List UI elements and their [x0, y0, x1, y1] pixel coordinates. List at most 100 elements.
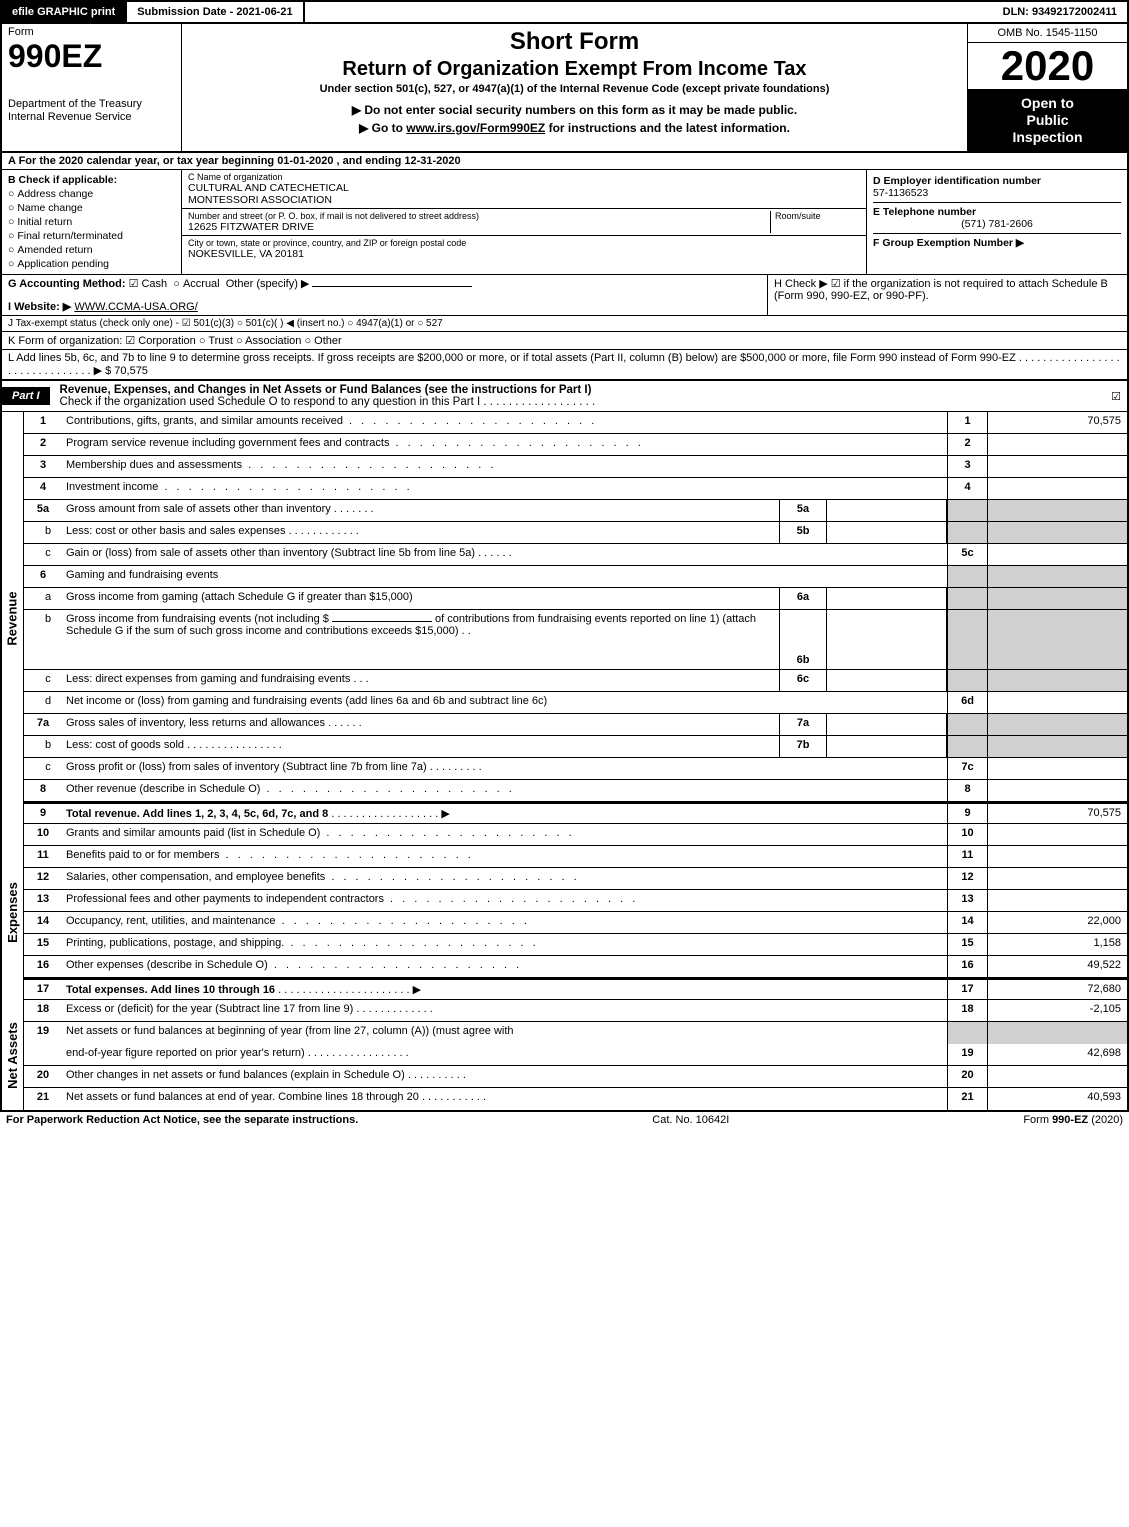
line-10-desc: Grants and similar amounts paid (list in…	[62, 824, 947, 845]
line-5c-desc: Gain or (loss) from sale of assets other…	[62, 544, 947, 565]
instructions-link-row: ▶ Go to www.irs.gov/Form990EZ for instru…	[190, 121, 959, 135]
val-6a	[987, 588, 1127, 609]
org-street: 12625 FITZWATER DRIVE	[188, 221, 770, 233]
rnum-5b	[947, 522, 987, 543]
rnum-14: 14	[947, 912, 987, 933]
val-7a	[987, 714, 1127, 735]
l-val: 70,575	[114, 365, 148, 377]
rnum-19: 19	[947, 1044, 987, 1065]
ival-5a	[827, 500, 947, 521]
c-name-block: C Name of organization CULTURAL AND CATE…	[182, 170, 866, 209]
num-19: 19	[24, 1022, 62, 1044]
part-1-header: Part I Revenue, Expenses, and Changes in…	[2, 380, 1127, 412]
g-cash-check[interactable]: Cash	[129, 278, 168, 290]
submission-date-button[interactable]: Submission Date - 2021-06-21	[127, 2, 304, 22]
num-6c: c	[24, 670, 62, 691]
form-header: Form 990EZ Department of the Treasury In…	[2, 24, 1127, 153]
row-l: L Add lines 5b, 6c, and 7b to line 9 to …	[2, 350, 1127, 380]
num-19b	[24, 1044, 62, 1065]
part-1-checkbox[interactable]: ☑	[1111, 390, 1127, 403]
footer-right: Form 990-EZ (2020)	[1023, 1114, 1123, 1126]
num-6a: a	[24, 588, 62, 609]
val-21: 40,593	[987, 1088, 1127, 1110]
rnum-4: 4	[947, 478, 987, 499]
net-assets-block: Net Assets 18Excess or (deficit) for the…	[2, 1000, 1127, 1110]
num-6b: b	[24, 610, 62, 669]
subtitle: Under section 501(c), 527, or 4947(a)(1)…	[190, 83, 959, 95]
line-11-desc: Benefits paid to or for members	[62, 846, 947, 867]
g-other: Other (specify) ▶	[226, 278, 310, 290]
form-number: 990EZ	[8, 40, 175, 72]
expenses-block: Expenses 10Grants and similar amounts pa…	[2, 824, 1127, 1000]
line-1-desc: Contributions, gifts, grants, and simila…	[62, 412, 947, 433]
num-13: 13	[24, 890, 62, 911]
website-link[interactable]: WWW.CCMA-USA.ORG/	[74, 301, 197, 313]
part-1-tag: Part I	[2, 387, 50, 405]
f-group-block: F Group Exemption Number ▶	[873, 234, 1121, 252]
rnum-6b	[947, 610, 987, 669]
rnum-6a	[947, 588, 987, 609]
val-4	[987, 478, 1127, 499]
val-6d	[987, 692, 1127, 713]
rnum-10: 10	[947, 824, 987, 845]
c-name-label: C Name of organization	[188, 172, 860, 182]
efile-print-button[interactable]: efile GRAPHIC print	[2, 2, 127, 22]
rnum-13: 13	[947, 890, 987, 911]
num-11: 11	[24, 846, 62, 867]
open2: Public	[1026, 112, 1068, 128]
rnum-2: 2	[947, 434, 987, 455]
rnum-12: 12	[947, 868, 987, 889]
num-8: 8	[24, 780, 62, 801]
box-5a: 5a	[779, 500, 827, 521]
check-application-pending[interactable]: Application pending	[8, 258, 175, 270]
rnum-11: 11	[947, 846, 987, 867]
check-name-change[interactable]: Name change	[8, 202, 175, 214]
val-13	[987, 890, 1127, 911]
ival-6c	[827, 670, 947, 691]
line-20-desc: Other changes in net assets or fund bala…	[62, 1066, 947, 1087]
g-accrual-check[interactable]: Accrual	[173, 278, 219, 290]
open3: Inspection	[1012, 129, 1082, 145]
val-6	[987, 566, 1127, 587]
line-7a-desc: Gross sales of inventory, less returns a…	[62, 714, 779, 735]
dept-treasury: Department of the Treasury Internal Reve…	[8, 98, 175, 124]
irs-link[interactable]: www.irs.gov/Form990EZ	[406, 121, 545, 135]
line-7c-desc: Gross profit or (loss) from sales of inv…	[62, 758, 947, 779]
header-left: Form 990EZ Department of the Treasury In…	[2, 24, 182, 151]
revenue-block: Revenue 1Contributions, gifts, grants, a…	[2, 412, 1127, 824]
rnum-7b	[947, 736, 987, 757]
line-16-desc: Other expenses (describe in Schedule O)	[62, 956, 947, 977]
line-6a-desc: Gross income from gaming (attach Schedul…	[62, 588, 779, 609]
val-18: -2,105	[987, 1000, 1127, 1021]
check-final-return[interactable]: Final return/terminated	[8, 230, 175, 242]
check-initial-return[interactable]: Initial return	[8, 216, 175, 228]
val-14: 22,000	[987, 912, 1127, 933]
rnum-7a	[947, 714, 987, 735]
revenue-vert-label: Revenue	[2, 412, 24, 824]
num-18: 18	[24, 1000, 62, 1021]
rnum-8: 8	[947, 780, 987, 801]
rnum-15: 15	[947, 934, 987, 955]
val-20	[987, 1066, 1127, 1087]
val-7b	[987, 736, 1127, 757]
num-5a: 5a	[24, 500, 62, 521]
line-13-desc: Professional fees and other payments to …	[62, 890, 947, 911]
check-amended-return[interactable]: Amended return	[8, 244, 175, 256]
line-18-desc: Excess or (deficit) for the year (Subtra…	[62, 1000, 947, 1021]
short-form-title: Short Form	[190, 28, 959, 56]
rnum-18: 18	[947, 1000, 987, 1021]
num-21: 21	[24, 1088, 62, 1110]
row-j: J Tax-exempt status (check only one) - ☑…	[2, 316, 1127, 332]
org-city: NOKESVILLE, VA 20181	[188, 248, 860, 260]
line-12-desc: Salaries, other compensation, and employ…	[62, 868, 947, 889]
check-address-change[interactable]: Address change	[8, 188, 175, 200]
ival-7b	[827, 736, 947, 757]
rnum-5a	[947, 500, 987, 521]
top-bar: efile GRAPHIC print Submission Date - 20…	[2, 2, 1127, 24]
line-6c-desc: Less: direct expenses from gaming and fu…	[62, 670, 779, 691]
e-phone: (571) 781-2606	[873, 218, 1121, 230]
rnum-5c: 5c	[947, 544, 987, 565]
part-1-sub: Check if the organization used Schedule …	[60, 396, 596, 408]
link-pre: ▶ Go to	[359, 121, 406, 135]
num-9: 9	[24, 804, 62, 823]
